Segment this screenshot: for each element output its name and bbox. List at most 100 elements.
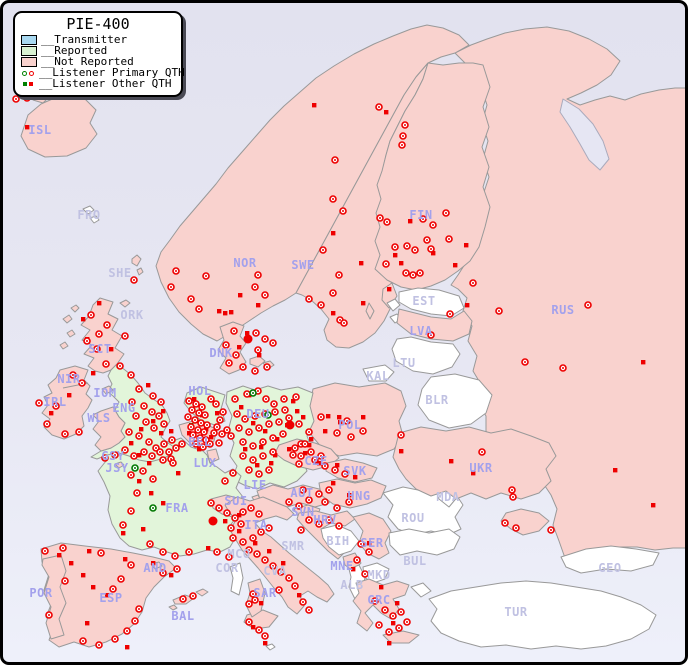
listener-primary-marker — [111, 635, 119, 643]
label-ORK: ORK — [120, 308, 143, 322]
listener-other-marker — [259, 601, 264, 606]
listener-primary-marker — [277, 568, 285, 576]
listener-primary-marker — [469, 279, 477, 287]
label-MCO: MCO — [227, 547, 250, 561]
listener-primary-marker — [173, 565, 181, 573]
listener-primary-marker — [291, 582, 299, 590]
listener-primary-marker — [121, 332, 129, 340]
label-HOL: HOL — [188, 384, 211, 398]
listener-cluster-marker — [243, 334, 253, 344]
listener-other-marker — [255, 463, 260, 468]
listener-other-marker — [161, 409, 166, 414]
country-france — [97, 430, 244, 557]
listener-primary-marker — [109, 585, 117, 593]
label-ROU: ROU — [401, 511, 424, 525]
listener-primary-marker — [395, 624, 403, 632]
legend-swatch — [21, 57, 37, 67]
listener-primary-marker — [185, 548, 193, 556]
listener-primary-marker — [198, 403, 206, 411]
listener-other-marker — [25, 125, 30, 130]
label-UKR: UKR — [469, 461, 492, 475]
listener-other-marker — [379, 585, 384, 590]
legend-items: __Transmitter __Reported __Not Reported __L… — [21, 34, 185, 89]
listener-primary-marker — [245, 428, 253, 436]
listener-primary-marker — [382, 260, 390, 268]
listener-other-marker — [49, 411, 54, 416]
listener-primary-marker — [445, 235, 453, 243]
listener-primary-marker — [128, 398, 136, 406]
listener-primary-marker — [321, 462, 329, 470]
listener-other-marker — [269, 461, 274, 466]
label-GEO: GEO — [598, 561, 621, 575]
listener-primary-marker — [61, 430, 69, 438]
listener-other-marker — [256, 303, 261, 308]
listener-other-marker — [253, 541, 258, 546]
listener-primary-marker — [403, 242, 411, 250]
listener-primary-marker — [559, 364, 567, 372]
listener-other-marker — [267, 549, 272, 554]
islands-faroe — [82, 205, 100, 224]
listener-primary-marker — [203, 421, 211, 429]
listener-primary-marker — [231, 395, 239, 403]
listener-other-marker — [169, 429, 174, 434]
listener-primary-marker — [269, 339, 277, 347]
listener-other-marker — [297, 593, 302, 598]
listener-primary-marker — [297, 526, 305, 534]
listener-other-marker — [387, 641, 392, 646]
listener-primary-marker — [135, 605, 143, 613]
listener-primary-marker — [265, 524, 273, 532]
label-CVA: CVA — [263, 564, 286, 578]
listener-primary-marker — [397, 608, 405, 616]
label-ESP: ESP — [99, 591, 122, 605]
listener-primary-marker — [319, 246, 327, 254]
listener-primary-marker — [353, 556, 361, 564]
listener-primary-marker — [317, 301, 325, 309]
label-MDA: MDA — [436, 490, 459, 504]
listener-other-marker — [123, 557, 128, 562]
label-POR: POR — [29, 586, 52, 600]
listener-primary-marker — [292, 393, 300, 401]
listener-other-marker — [137, 453, 142, 458]
listener-primary-marker — [127, 371, 135, 379]
listener-primary-marker — [229, 469, 237, 477]
listener-primary-marker — [102, 360, 110, 368]
listener-primary-marker — [140, 402, 148, 410]
listener-primary-marker — [148, 452, 156, 460]
listener-primary-marker — [61, 577, 69, 585]
listener-primary-marker — [97, 549, 105, 557]
listener-primary-marker — [375, 103, 383, 111]
listener-primary-marker — [123, 627, 131, 635]
island-jersey — [114, 461, 125, 469]
label-AUT: AUT — [290, 486, 313, 500]
listener-primary-marker — [521, 358, 529, 366]
country-belarus — [417, 373, 493, 429]
listener-primary-marker — [253, 550, 261, 558]
listener-primary-marker — [241, 415, 249, 423]
listener-primary-marker — [167, 283, 175, 291]
label-TUR: TUR — [504, 605, 527, 619]
listener-primary-marker — [207, 499, 215, 507]
listener-other-marker — [312, 103, 317, 108]
listener-primary-marker — [402, 269, 410, 277]
listener-primary-marker — [249, 590, 257, 598]
listener-primary-marker — [132, 412, 140, 420]
listener-other-marker — [326, 414, 331, 419]
label-SER: SER — [360, 536, 383, 550]
listener-primary-marker — [259, 438, 267, 446]
listener-primary-marker — [195, 305, 203, 313]
country-italy — [224, 496, 335, 615]
listener-other-marker — [317, 461, 322, 466]
listener-other-marker — [263, 429, 268, 434]
listener-primary-marker — [215, 439, 223, 447]
listener-primary-marker — [357, 540, 365, 548]
listener-primary-marker — [185, 397, 193, 405]
country-ukraine — [392, 426, 557, 500]
listener-primary-marker — [121, 446, 129, 454]
listener-primary-marker — [149, 392, 157, 400]
listener-primary-marker — [254, 271, 262, 279]
listener-other-marker — [337, 415, 342, 420]
listener-primary-marker — [192, 440, 200, 448]
listener-primary-marker — [146, 540, 154, 548]
listener-primary-marker — [333, 504, 341, 512]
